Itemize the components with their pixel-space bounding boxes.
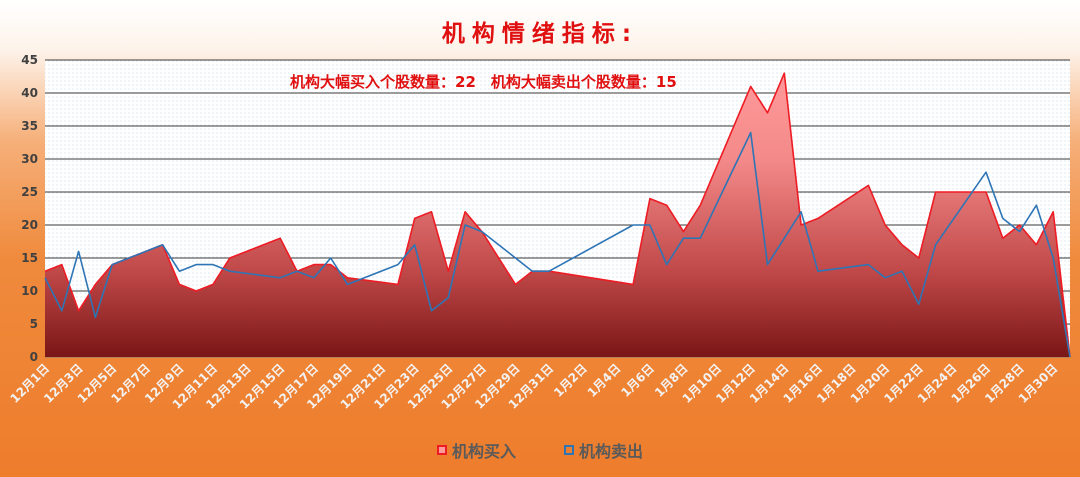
legend-item-buy: 机构买入 xyxy=(436,438,516,462)
y-tick-label: 15 xyxy=(21,251,38,265)
annotation-text: 机构大幅买入个股数量：22 机构大幅卖出个股数量：15 xyxy=(290,73,677,91)
y-tick-label: 40 xyxy=(21,86,38,100)
legend: 机构买入 机构卖出 xyxy=(0,438,1080,462)
y-tick-label: 10 xyxy=(21,284,38,298)
x-tick-label: 1月6日 xyxy=(618,361,657,400)
x-tick-label: 1月2日 xyxy=(551,361,590,400)
y-tick-label: 0 xyxy=(30,350,38,364)
y-tick-label: 30 xyxy=(21,152,38,166)
chart-title: 机构情绪指标: xyxy=(441,21,639,47)
legend-label-sell: 机构卖出 xyxy=(579,442,644,461)
series-areas xyxy=(45,73,1070,357)
x-tick-label: 1月4日 xyxy=(585,361,624,400)
legend-swatch-buy xyxy=(436,445,447,455)
y-axis-ticks: 0 5 10 15 20 25 30 35 40 45 xyxy=(21,53,38,364)
y-tick-label: 25 xyxy=(21,185,38,199)
legend-item-sell: 机构卖出 xyxy=(564,438,643,462)
legend-swatch-sell xyxy=(564,445,574,455)
y-tick-label: 45 xyxy=(21,53,38,67)
series-area-buy xyxy=(45,73,1070,357)
series-lines xyxy=(44,72,1071,358)
legend-label-buy: 机构买入 xyxy=(451,442,516,461)
x-axis-ticks: 12月1日12月3日12月5日12月7日12月9日12月11日12月13日12月… xyxy=(8,361,1061,411)
y-tick-label: 5 xyxy=(30,317,38,331)
y-tick-label: 35 xyxy=(21,119,38,133)
y-tick-label: 20 xyxy=(21,218,38,232)
series-line-sell xyxy=(44,131,1071,358)
